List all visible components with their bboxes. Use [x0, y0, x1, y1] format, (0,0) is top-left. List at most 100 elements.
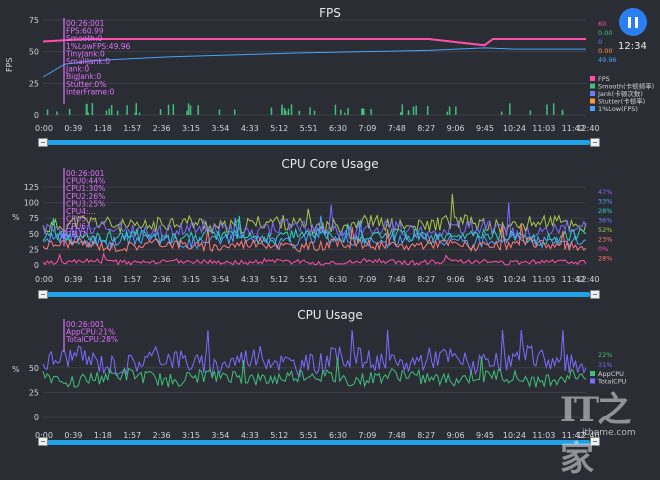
jank-bar: [108, 108, 111, 115]
cpu-core-panel-title: CPU Core Usage: [281, 157, 379, 171]
series-line: [42, 356, 587, 389]
fps-scroll-right-handle[interactable]: [590, 138, 600, 147]
jank-bar: [284, 110, 287, 115]
jank-bar: [91, 103, 94, 115]
tooltip-line: CPU3:25%: [66, 199, 105, 208]
x-tick-label: 3:15: [182, 124, 200, 133]
cpu-usage-scroll-right-handle[interactable]: [590, 437, 600, 446]
jank-bar: [412, 106, 415, 115]
jank-bar: [189, 105, 192, 115]
x-tick-label: 9:45: [476, 275, 494, 284]
series-line: [42, 215, 587, 246]
cpu-usage-series: [42, 329, 587, 389]
jank-bar: [134, 112, 137, 115]
jank-bar: [197, 105, 199, 115]
tooltip-line: 00:26:001: [66, 169, 105, 178]
jank-bar: [56, 111, 58, 115]
right-value: 60: [598, 20, 606, 28]
cpu-core-chart[interactable]: 125 100 75 50 25 0 % 0:00 0:39 1:18 1:57 2:36 3:15…: [0, 150, 660, 305]
cpu-core-scroll-left-handle[interactable]: [38, 290, 48, 299]
x-tick-label: 0:00: [35, 124, 53, 133]
fps-time-scrollbar[interactable]: [40, 140, 590, 145]
x-tick-label: 7:48: [388, 124, 406, 133]
right-value: 28%: [598, 255, 612, 263]
jank-bar: [340, 109, 342, 115]
x-tick-label: 8:27: [417, 431, 435, 440]
cpu-core-time-scrollbar[interactable]: [40, 292, 590, 297]
x-tick-label: 3:54: [211, 124, 229, 133]
jank-bar: [313, 110, 316, 115]
fps-tooltip: 00:26:001FPS:60.99Smooth:01%LowFPS:49.96…: [63, 18, 130, 104]
right-value: 49.96: [598, 56, 617, 64]
jank-bar: [344, 112, 346, 115]
tooltip-line: FPS:60.99: [66, 27, 104, 36]
legend-swatch: [590, 371, 595, 376]
jank-bar: [415, 105, 417, 115]
x-tick-label: 5:51: [300, 431, 318, 440]
jank-bar: [407, 110, 410, 115]
tooltip-line: Smooth:0: [66, 34, 102, 43]
jank-bar: [126, 105, 128, 115]
x-tick-label: 0:00: [35, 431, 53, 440]
fps-panel-title: FPS: [319, 6, 341, 20]
x-tick-label: 5:51: [300, 275, 318, 284]
jank-bar: [546, 104, 548, 115]
fps-scroll-left-handle[interactable]: [38, 138, 48, 147]
y-tick-label: 100: [24, 199, 39, 208]
y-tick-label: 125: [24, 183, 39, 192]
x-tick-label: 1:57: [123, 124, 141, 133]
jank-bar: [116, 110, 119, 115]
legend-label: Stutter(卡顿率): [598, 97, 645, 106]
cpu-usage-y-label: %: [12, 365, 20, 374]
right-value: 52%: [598, 226, 612, 234]
x-tick-label: 8:27: [417, 124, 435, 133]
jank-bar: [309, 107, 311, 115]
x-tick-label: 7:09: [358, 275, 376, 284]
right-value: 0.00: [598, 29, 612, 37]
tooltip-line: CPU0:44%: [66, 177, 105, 186]
x-tick-label: 8:27: [417, 275, 435, 284]
jank-bar: [290, 104, 293, 115]
series-line: [42, 224, 587, 253]
jank-bar: [87, 112, 89, 115]
tooltip-line: CPU7:...: [66, 230, 96, 239]
legend-label: 1%Low(FPS): [598, 105, 638, 113]
x-tick-label: 3:54: [211, 275, 229, 284]
legend-swatch: [590, 106, 595, 111]
jank-bar: [370, 108, 372, 115]
tooltip-line: 1%LowFPS:49.96: [66, 42, 130, 51]
cpu-usage-right-values: 22%31%: [598, 351, 612, 369]
cpu-core-scroll-right-handle[interactable]: [590, 290, 600, 299]
watermark: IT之家 ithome.com: [560, 382, 656, 479]
x-tick-label: 9:06: [447, 275, 465, 284]
jank-bar: [552, 103, 555, 115]
legend-label: AppCPU: [598, 370, 624, 378]
y-tick-label: 0: [34, 111, 39, 120]
x-tick-label: 0:39: [64, 431, 82, 440]
tooltip-line: InterFrame:0: [66, 87, 114, 96]
x-tick-label: 11:03: [532, 431, 555, 440]
x-tick-label: 0:39: [64, 124, 82, 133]
tooltip-line: CPU1:30%: [66, 184, 105, 193]
jank-bar: [46, 109, 49, 115]
series-line: [42, 252, 587, 266]
cpu-usage-scroll-left-handle[interactable]: [38, 437, 48, 446]
fps-grid: [43, 19, 586, 116]
x-tick-label: 12:40: [576, 124, 599, 133]
cpu-usage-chart[interactable]: 50 25 0 % 0:00 0:39 1:18 1:57 2:36 3:15 3:54 4:33…: [0, 300, 660, 448]
x-tick-label: 7:09: [358, 124, 376, 133]
right-value: 47%: [598, 188, 612, 196]
pause-button[interactable]: [619, 8, 647, 36]
x-tick-label: 3:54: [211, 431, 229, 440]
tooltip-line: Jank:0: [65, 65, 89, 74]
legend-swatch: [590, 76, 595, 81]
tooltip-line: BigJank:0: [66, 72, 101, 81]
cpu-usage-time-scrollbar[interactable]: [40, 440, 590, 445]
watermark-url: ithome.com: [582, 428, 636, 438]
jank-bar: [110, 105, 113, 115]
fps-chart[interactable]: 75 50 25 0 FPS 0:00 0:39 1:18 1:57 2:36 3:15 3:54…: [0, 0, 660, 160]
x-tick-label: 0:39: [64, 275, 82, 284]
tooltip-line: Stutter:0%: [66, 80, 106, 89]
jank-bar: [455, 106, 457, 115]
